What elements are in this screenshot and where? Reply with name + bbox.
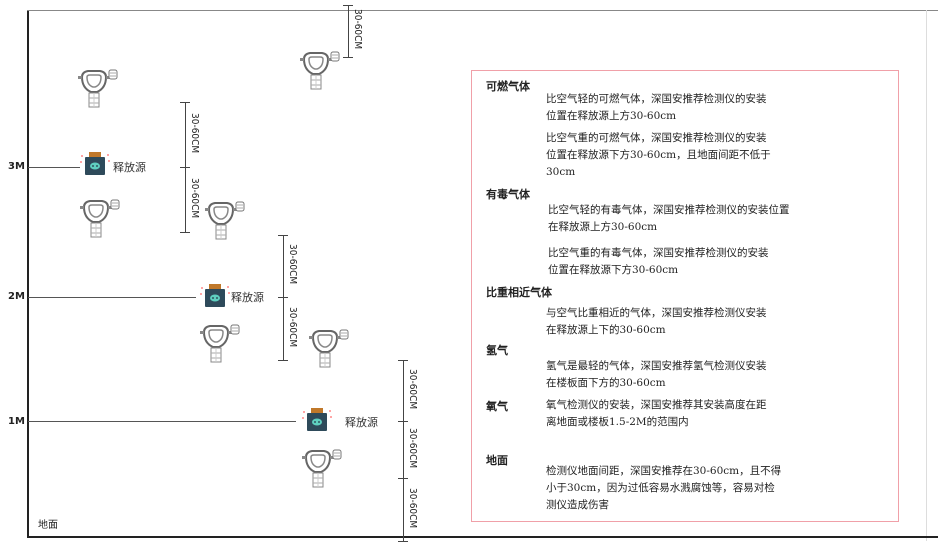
paragraph-hydrogen: 氢气是最轻的气体，深国安推荐氢气检测仪安装 在楼板面下方的30-60cm — [546, 358, 767, 392]
level-3m: 3M — [8, 161, 25, 172]
release-source-label-3m: 释放源 — [113, 161, 146, 174]
dimension-tick — [398, 360, 408, 361]
dimension-tick — [180, 167, 190, 168]
line: 在释放源上方30-60cm — [548, 221, 658, 233]
dimension-tick — [278, 360, 288, 361]
level-2m: 2M — [8, 291, 25, 302]
dimension-label: 30-60CM — [189, 112, 200, 153]
heading-similar: 比重相近气体 — [486, 286, 552, 299]
dimension-tick — [343, 5, 353, 6]
line: 在楼板面下方的30-60cm — [546, 377, 666, 389]
line: 30cm — [546, 166, 576, 178]
dimension-line — [283, 297, 284, 360]
heading-oxygen: 氧气 — [486, 400, 508, 413]
line: 离地面或楼板1.5-2M的范围内 — [546, 416, 689, 428]
gas-detector-icon — [78, 198, 120, 246]
level-3m-line — [28, 167, 80, 168]
level-2m-line — [28, 297, 196, 298]
paragraph-toxic-heavy: 比空气重的有毒气体，深国安推荐检测仪的安装 位置在释放源下方30-60cm — [548, 245, 769, 279]
ground-label: 地面 — [38, 520, 58, 531]
line: 比空气轻的可燃气体，深国安推荐检测仪的安装 — [546, 93, 767, 105]
release-source-label-1m: 释放源 — [345, 416, 378, 429]
ground-line — [27, 536, 938, 538]
gas-detector-icon — [298, 50, 340, 98]
height-axis — [27, 10, 29, 537]
right-border — [926, 10, 927, 541]
gas-detector-icon — [198, 323, 240, 371]
line: 位置在释放源下方30-60cm — [548, 264, 679, 276]
gas-detector-icon — [203, 200, 245, 248]
line: 氢气是最轻的气体，深国安推荐氢气检测仪安装 — [546, 360, 767, 372]
dimension-line — [185, 102, 186, 167]
heading-hydrogen: 氢气 — [486, 344, 508, 357]
dimension-tick — [278, 235, 288, 236]
ceiling-line — [27, 10, 938, 11]
gas-detector-icon — [307, 328, 349, 376]
dimension-label: 30-60CM — [287, 306, 298, 347]
dimension-line — [283, 235, 284, 297]
heading-combustible: 可燃气体 — [486, 80, 530, 93]
paragraph-toxic-light: 比空气轻的有毒气体，深国安推荐检测仪的安装位置 在释放源上方30-60cm — [548, 202, 790, 236]
release-source-icon — [79, 151, 111, 181]
dimension-tick — [343, 57, 353, 58]
gas-detector-icon — [300, 448, 342, 496]
dimension-label: 30-60CM — [189, 177, 200, 218]
line: 比空气轻的有毒气体，深国安推荐检测仪的安装位置 — [548, 204, 790, 216]
dimension-tick — [180, 102, 190, 103]
line: 位置在释放源下方30-60cm，且地面间距不低于 — [546, 149, 771, 161]
dimension-label: 30-60CM — [407, 368, 418, 409]
line: 比空气重的有毒气体，深国安推荐检测仪的安装 — [548, 247, 769, 259]
dimension-tick — [398, 478, 408, 479]
dimension-tick — [398, 421, 408, 422]
paragraph-combustible-heavy: 比空气重的可燃气体，深国安推荐检测仪的安装 位置在释放源下方30-60cm，且地… — [546, 130, 771, 181]
paragraph-similar: 与空气比重相近的气体，深国安推荐检测仪安装 在释放源上下的30-60cm — [546, 305, 767, 339]
line: 在释放源上下的30-60cm — [546, 324, 666, 336]
line: 比空气重的可燃气体，深国安推荐检测仪的安装 — [546, 132, 767, 144]
paragraph-oxygen: 氧气检测仪的安装，深国安推荐其安装高度在距 离地面或楼板1.5-2M的范围内 — [546, 397, 767, 431]
heading-toxic: 有毒气体 — [486, 188, 530, 201]
line: 氧气检测仪的安装，深国安推荐其安装高度在距 — [546, 399, 767, 411]
paragraph-ground: 检测仪地面间距，深国安推荐在30-60cm，且不得 小于30cm，因为过低容易水… — [546, 463, 781, 514]
line: 小于30cm，因为过低容易水溅腐蚀等，容易对检 — [546, 482, 775, 494]
gas-detector-icon — [76, 68, 118, 116]
dimension-line — [403, 360, 404, 421]
dimension-tick — [180, 232, 190, 233]
level-1m: 1M — [8, 416, 25, 427]
dimension-label: 30-60CM — [287, 244, 298, 285]
release-source-icon — [301, 407, 333, 437]
release-source-icon — [199, 283, 231, 313]
line: 检测仪地面间距，深国安推荐在30-60cm，且不得 — [546, 465, 782, 477]
dimension-line — [403, 421, 404, 478]
level-1m-line — [28, 421, 296, 422]
dimension-line — [348, 5, 349, 57]
heading-ground: 地面 — [486, 454, 508, 467]
dimension-label: 30-60CM — [407, 427, 418, 468]
dimension-label: 30-60CM — [352, 9, 363, 50]
line: 与空气比重相近的气体，深国安推荐检测仪安装 — [546, 307, 767, 319]
paragraph-combustible-light: 比空气轻的可燃气体，深国安推荐检测仪的安装 位置在释放源上方30-60cm — [546, 91, 767, 125]
release-source-label-2m: 释放源 — [231, 291, 264, 304]
guideline-panel: 可燃气体 比空气轻的可燃气体，深国安推荐检测仪的安装 位置在释放源上方30-60… — [471, 70, 899, 522]
dimension-label: 30-60CM — [407, 487, 418, 528]
dimension-tick — [278, 297, 288, 298]
dimension-line — [403, 478, 404, 541]
line: 测仪造成伤害 — [546, 499, 609, 511]
dimension-line — [185, 167, 186, 232]
line: 位置在释放源上方30-60cm — [546, 110, 677, 122]
